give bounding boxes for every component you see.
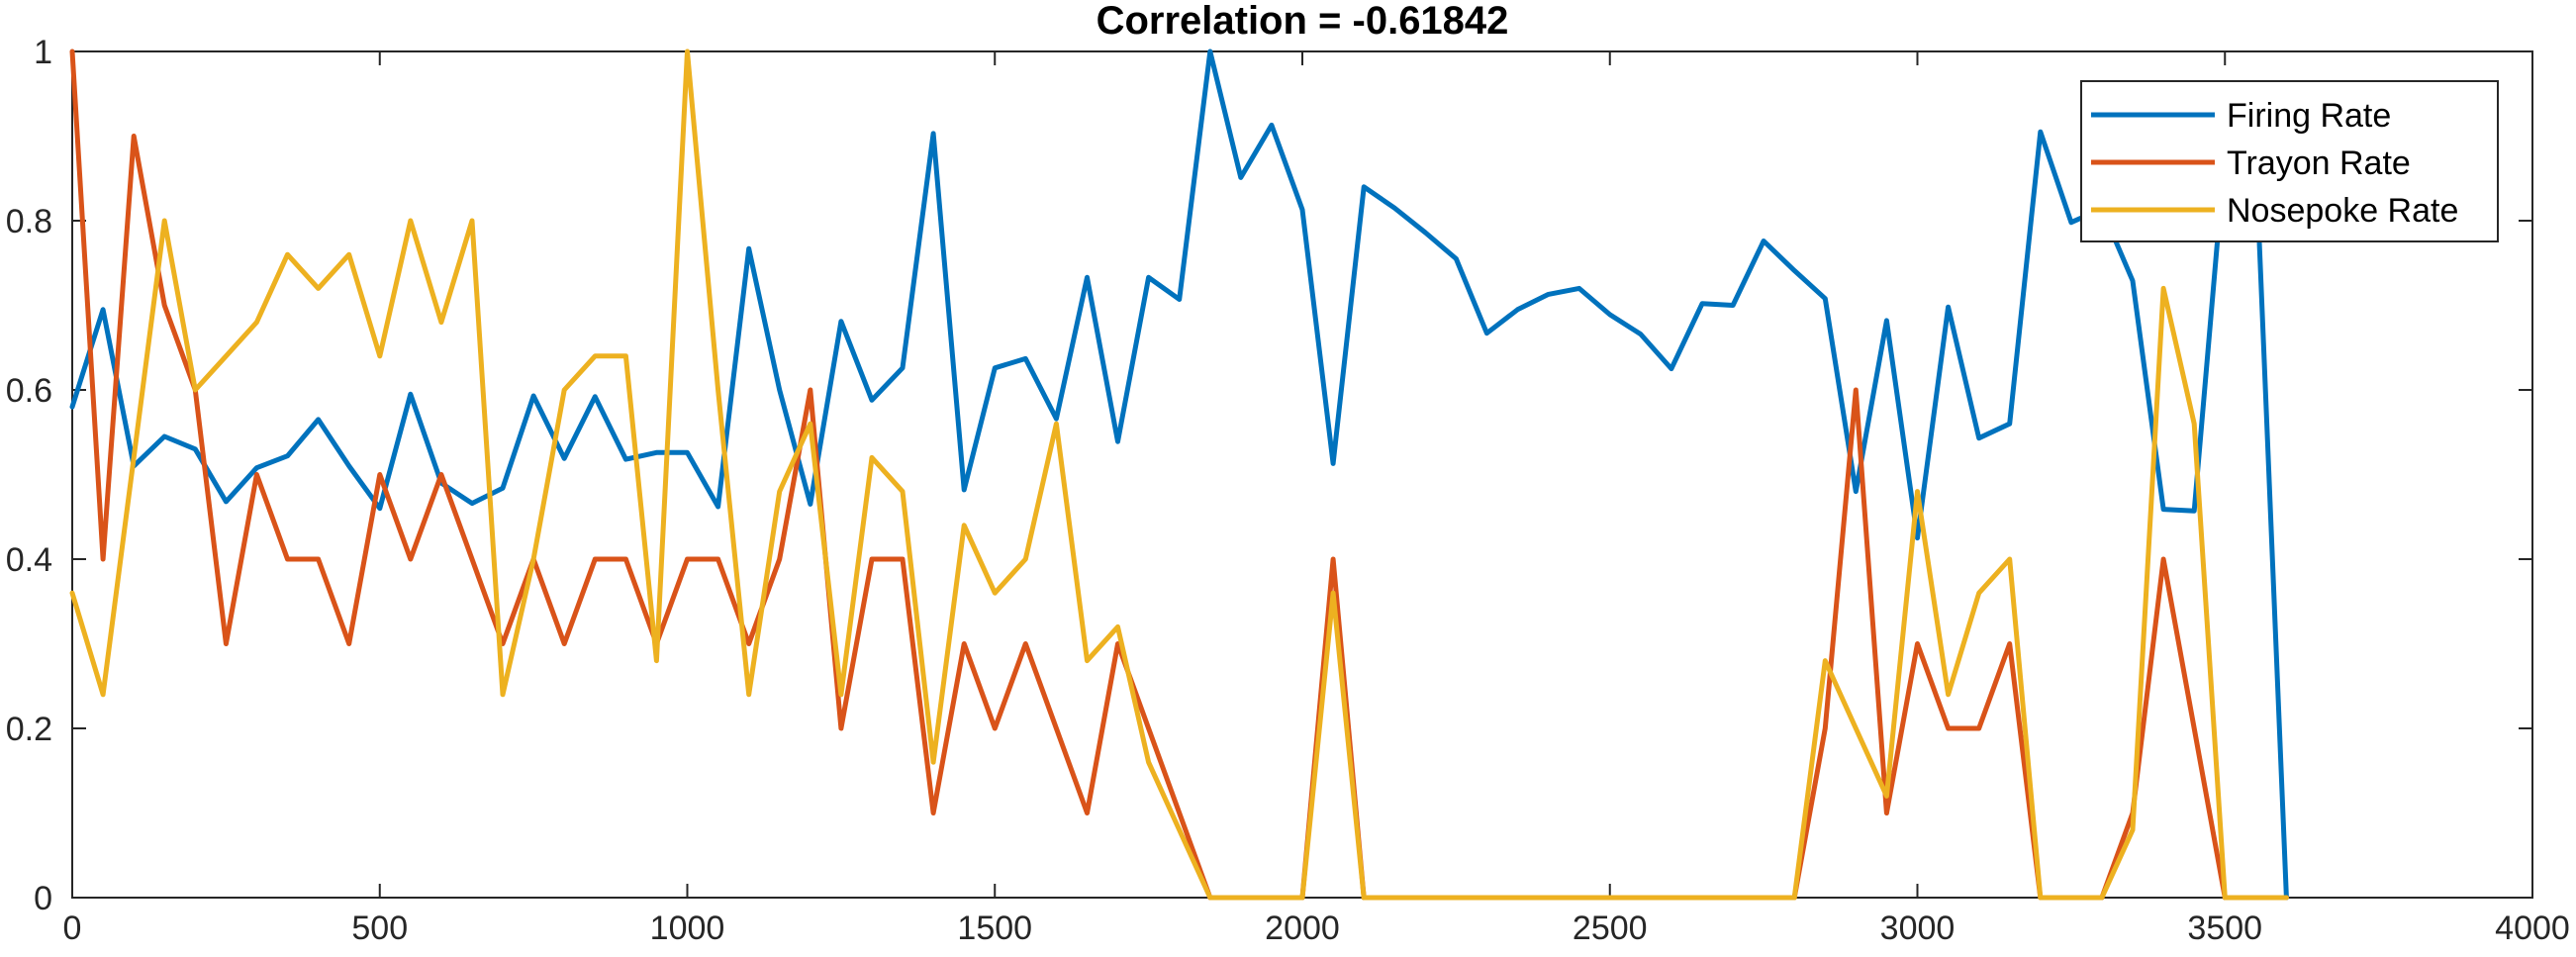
- y-tick-label: 0: [34, 880, 52, 917]
- legend-label: Firing Rate: [2227, 97, 2391, 135]
- x-tick-label: 500: [351, 909, 408, 947]
- series-line-trayon-rate: [69, 48, 2289, 901]
- legend-label: Trayon Rate: [2227, 144, 2411, 182]
- x-tick-label: 1000: [650, 909, 725, 947]
- x-tick-label: 0: [63, 909, 82, 947]
- y-axis: 0 0.2 0.4 0.6 0.8 1: [6, 34, 2532, 917]
- legend: Firing Rate Trayon Rate Nosepoke Rate: [2080, 80, 2499, 242]
- x-tick-label: 3500: [2187, 909, 2262, 947]
- x-tick-label: 1500: [957, 909, 1032, 947]
- y-tick-label: 0.6: [6, 372, 52, 410]
- series-lines: [69, 48, 2289, 901]
- x-tick-label: 3000: [1880, 909, 1956, 947]
- y-tick-label: 0.8: [6, 203, 52, 240]
- x-tick-label: 2000: [1265, 909, 1340, 947]
- x-tick-label: 4000: [2495, 909, 2570, 947]
- series-line-nosepoke-rate: [69, 48, 2289, 901]
- y-tick-label: 0.2: [6, 711, 52, 748]
- chart-title: Correlation = -0.61842: [1097, 0, 1509, 43]
- legend-label: Nosepoke Rate: [2227, 192, 2458, 230]
- series-line-firing-rate: [69, 48, 2289, 901]
- x-tick-label: 2500: [1573, 909, 1648, 947]
- y-tick-label: 0.4: [6, 541, 52, 579]
- y-tick-label: 1: [34, 34, 52, 71]
- x-axis: 0 500 1000 1500 2000 2500 3000 3500 4000: [63, 51, 2570, 947]
